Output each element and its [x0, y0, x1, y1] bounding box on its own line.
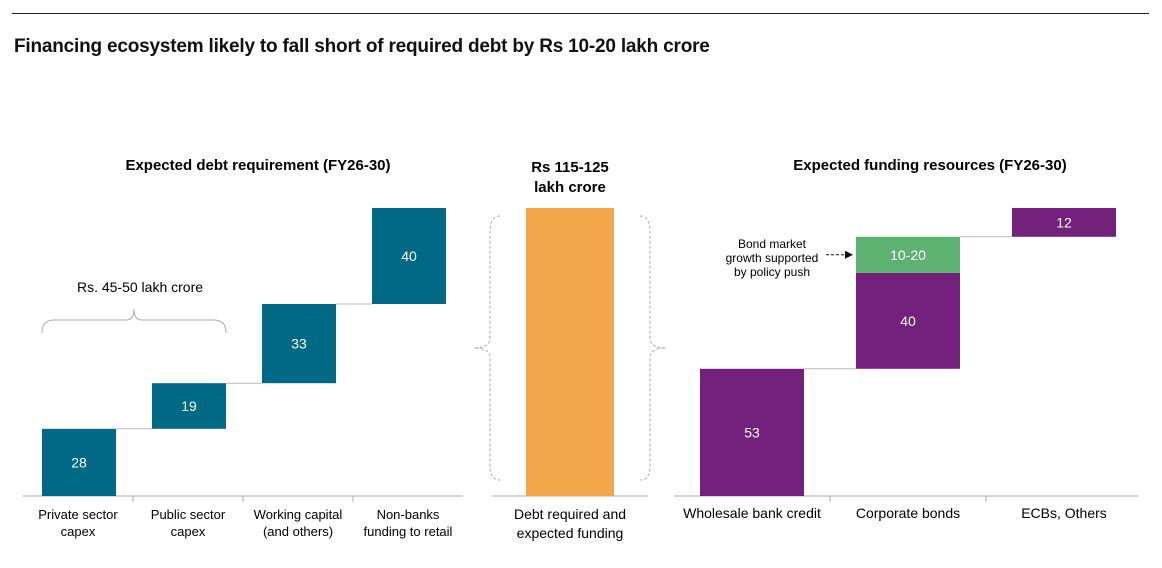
- funding-resources-panel: Expected funding resources (FY26-30) 53 40…: [674, 157, 1138, 521]
- segment-4: [1012, 208, 1116, 237]
- category-label: Wholesale bank credit: [683, 505, 821, 521]
- mid-title-line: Rs 115-125: [531, 159, 609, 176]
- mid-title-line: lakh crore: [534, 179, 606, 196]
- page-title: Financing ecosystem likely to fall short…: [14, 36, 710, 57]
- annotation-brace: [41, 308, 227, 334]
- category-label: ECBs, Others: [1021, 505, 1107, 521]
- category-label: Working capital: [254, 507, 343, 522]
- category-label: Public sector: [151, 507, 226, 522]
- bond-annotation-line: growth supported: [726, 251, 819, 265]
- bar-3: [262, 304, 336, 384]
- category-label: funding to retail: [364, 524, 453, 539]
- segment-1: [700, 368, 804, 496]
- bar-value-label: 33: [291, 336, 307, 352]
- left-annotation: Rs. 45-50 lakh crore: [77, 279, 203, 295]
- bar-2: [152, 383, 226, 429]
- category-label: Debt required and: [514, 506, 626, 522]
- bar-value-label: 19: [181, 398, 197, 414]
- category-label: Non-banks: [377, 507, 440, 522]
- bar-value-label: 40: [401, 248, 417, 264]
- category-label: Private sector: [38, 507, 118, 522]
- segment-value-label: 40: [900, 313, 916, 329]
- segment-3: [856, 236, 960, 273]
- left-panel-title: Expected debt requirement (FY26-30): [125, 157, 390, 174]
- segment-value-label: 12: [1056, 214, 1072, 230]
- right-panel-title: Expected funding resources (FY26-30): [793, 157, 1066, 174]
- debt-requirement-panel: Expected debt requirement (FY26-30) 28 Pri…: [23, 157, 463, 539]
- bar-1: [42, 428, 116, 496]
- bond-annotation-line: by policy push: [734, 265, 810, 279]
- segment-value-label: 10-20: [890, 247, 926, 263]
- total-debt-panel: Rs 115-125 lakh crore Debt required and exp…: [473, 159, 667, 541]
- bar-value-label: 28: [71, 454, 87, 470]
- category-label: (and others): [263, 524, 333, 539]
- bond-annotation-line: Bond market: [738, 237, 807, 251]
- top-rule: [12, 13, 1149, 14]
- category-label: capex: [61, 524, 96, 539]
- segment-2: [856, 272, 960, 369]
- category-label: Corporate bonds: [856, 505, 960, 521]
- category-label: expected funding: [517, 525, 624, 541]
- bar-4: [372, 208, 446, 304]
- total-bar: [526, 208, 614, 496]
- left-dashed-brace: [473, 215, 501, 481]
- right-dashed-brace: [639, 215, 667, 481]
- segment-value-label: 53: [744, 424, 760, 440]
- category-label: capex: [171, 524, 206, 539]
